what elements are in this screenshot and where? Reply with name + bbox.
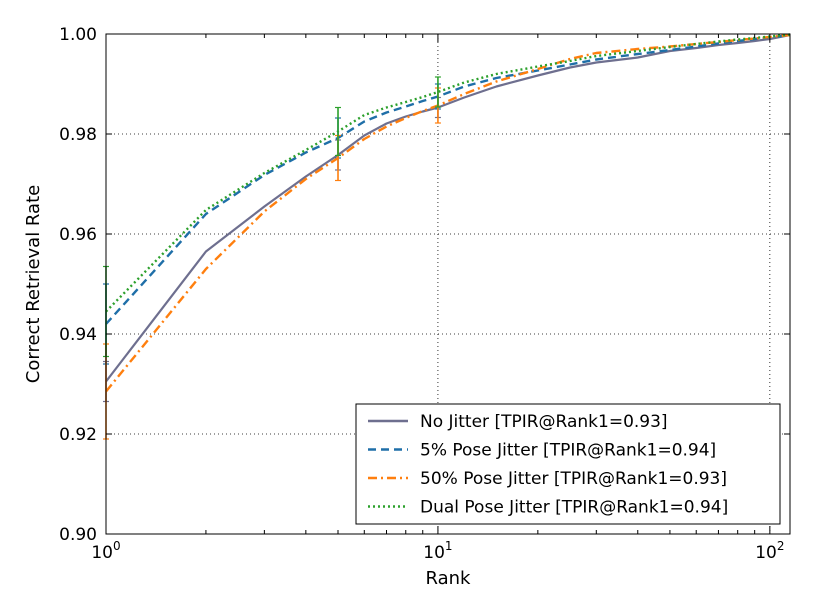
x-axis-label: Rank xyxy=(426,568,472,589)
x-tick-base: 10 xyxy=(755,543,777,563)
legend-label: Dual Pose Jitter [TPIR@Rank1=0.94] xyxy=(420,498,728,518)
x-tick-exponent: 0 xyxy=(113,539,121,553)
y-axis-label: Correct Retrieval Rate xyxy=(23,185,44,383)
y-tick-label: 0.98 xyxy=(59,125,97,145)
legend-label: 5% Pose Jitter [TPIR@Rank1=0.94] xyxy=(420,441,716,461)
y-tick-label: 0.92 xyxy=(59,425,97,445)
legend-box xyxy=(355,403,781,525)
legend: No Jitter [TPIR@Rank1=0.93] 5% Pose Jitte… xyxy=(355,403,781,525)
plot-frame xyxy=(105,33,791,535)
series-line xyxy=(105,33,791,313)
x-tick-exponent: 2 xyxy=(777,539,785,553)
x-tick-base: 10 xyxy=(91,543,113,563)
x-tick-base: 10 xyxy=(423,543,445,563)
series-line xyxy=(105,33,791,325)
series-line xyxy=(105,33,791,383)
x-tick-exponent: 1 xyxy=(445,539,453,553)
y-tick-label: 1.00 xyxy=(59,25,97,45)
legend-label: No Jitter [TPIR@Rank1=0.93] xyxy=(420,412,668,432)
y-tick-label: 0.96 xyxy=(59,225,97,245)
y-tick-label: 0.90 xyxy=(59,525,97,545)
legend-label: 50% Pose Jitter [TPIR@Rank1=0.93] xyxy=(420,469,727,489)
y-tick-label: 0.94 xyxy=(59,325,97,345)
x-tick-label: 102 xyxy=(755,539,784,563)
series-line xyxy=(105,33,791,393)
x-tick-label: 100 xyxy=(91,539,120,563)
x-tick-label: 101 xyxy=(423,539,452,563)
